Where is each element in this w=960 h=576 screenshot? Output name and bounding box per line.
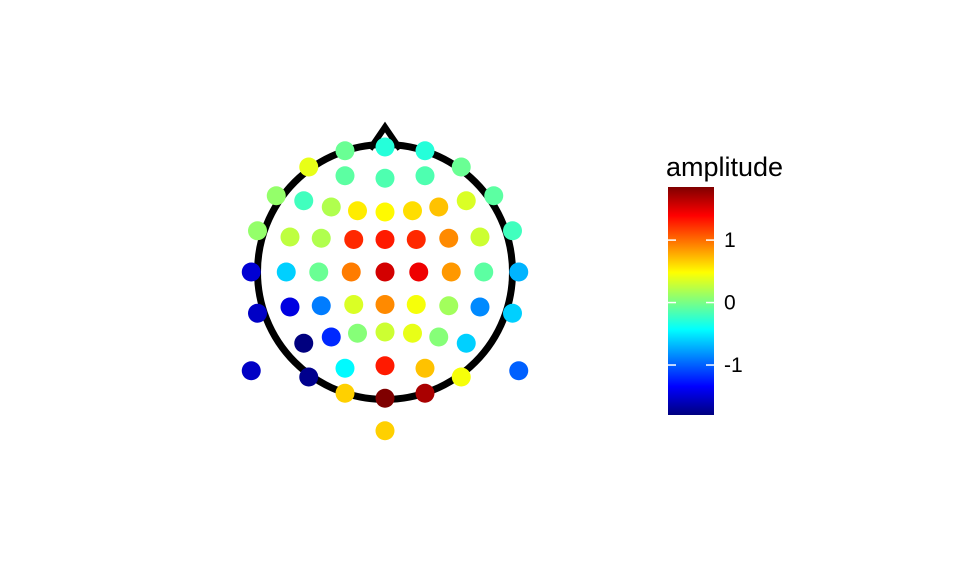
- electrode-point: [451, 367, 471, 387]
- electrode-point: [321, 197, 341, 217]
- electrode-point: [375, 421, 395, 441]
- electrode-point: [456, 333, 476, 353]
- electrode-point: [375, 168, 395, 188]
- electrode-point: [470, 297, 490, 317]
- colorbar-tick-label: 0: [724, 292, 736, 315]
- electrode-point: [415, 383, 435, 403]
- electrode-point: [335, 166, 355, 186]
- colorbar-title: amplitude: [666, 152, 783, 182]
- colorbar-ticks: 1 0 -1: [668, 229, 743, 377]
- electrode-point: [299, 157, 319, 177]
- electrode-point: [503, 221, 522, 241]
- electrode-point: [311, 296, 331, 316]
- electrode-point: [474, 262, 494, 282]
- electrode-point: [280, 297, 300, 317]
- colorbar-tick-label: -1: [724, 354, 743, 377]
- electrode-point: [415, 358, 435, 378]
- electrode-point: [406, 230, 426, 249]
- electrode-point: [375, 202, 395, 222]
- electrode-point: [294, 191, 314, 211]
- electrode-point: [403, 201, 422, 221]
- electrode-point: [341, 262, 361, 282]
- electrode-point: [429, 327, 449, 347]
- electrode-point: [509, 361, 529, 381]
- electrode-point: [348, 323, 367, 343]
- electrode-point: [241, 361, 261, 381]
- electrode-point: [375, 356, 395, 376]
- electrode-point: [280, 227, 300, 247]
- electrode-point: [248, 221, 267, 241]
- electrode-point: [415, 141, 435, 161]
- electrode-points: [241, 137, 529, 441]
- electrode-point: [348, 201, 367, 221]
- electrode-point: [335, 358, 355, 378]
- electrode-point: [311, 228, 331, 248]
- electrode-point: [375, 262, 395, 282]
- electrode-point: [470, 227, 490, 247]
- electrode-point: [241, 262, 261, 282]
- electrode-point: [406, 295, 426, 314]
- electrode-point: [248, 303, 267, 323]
- electrode-point: [429, 197, 449, 217]
- electrode-point: [439, 228, 459, 248]
- colorbar-tick-label: 1: [724, 229, 736, 252]
- electrode-point: [309, 262, 329, 282]
- electrode-point: [335, 141, 355, 161]
- electrode-point: [456, 191, 476, 211]
- colorbar: [668, 187, 714, 415]
- electrode-point: [503, 303, 522, 323]
- electrode-point: [344, 295, 364, 314]
- electrode-point: [375, 295, 395, 314]
- electrode-point: [375, 137, 395, 157]
- electrode-point: [509, 262, 529, 282]
- electrode-point: [266, 186, 286, 206]
- electrode-point: [484, 186, 504, 206]
- electrode-point: [335, 383, 355, 403]
- electrode-point: [403, 323, 422, 343]
- electrode-point: [439, 296, 459, 316]
- electrode-point: [375, 388, 395, 408]
- colorbar-legend: amplitude 1 0 -1: [666, 152, 783, 415]
- electrode-point: [276, 262, 296, 282]
- electrode-point: [375, 322, 395, 342]
- electrode-point: [451, 157, 471, 177]
- electrode-point: [344, 230, 364, 249]
- electrode-point: [294, 333, 314, 353]
- electrode-point: [299, 367, 319, 387]
- electrode-point: [415, 166, 435, 186]
- electrode-point: [441, 262, 461, 282]
- electrode-point: [375, 230, 395, 249]
- electrode-point: [409, 262, 429, 282]
- electrode-point: [321, 327, 341, 347]
